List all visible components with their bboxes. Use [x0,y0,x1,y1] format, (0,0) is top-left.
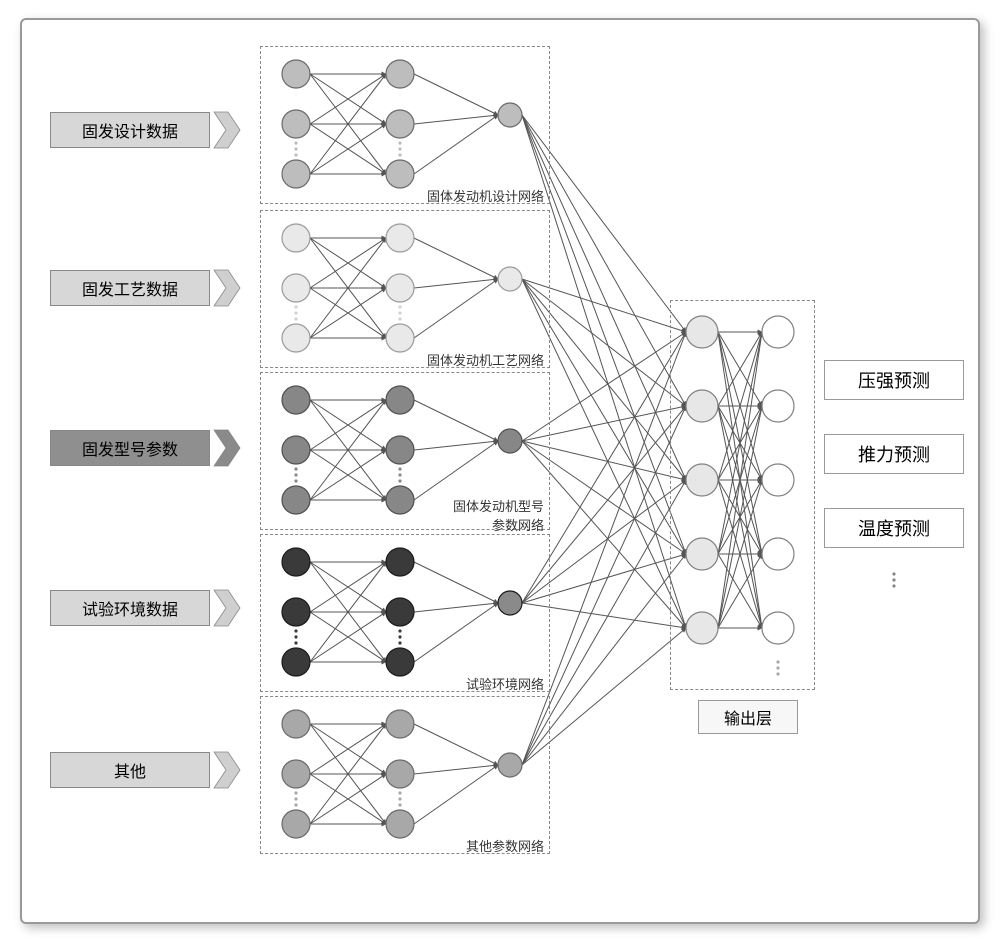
input-label-in5: 其他 [50,752,210,788]
input-label-in4: 试验环境数据 [50,590,210,626]
subnet-box-net1 [260,46,550,204]
prediction-label-2: 温度预测 [824,508,964,548]
subnet-box-net2 [260,210,550,368]
subnet-box-net4 [260,534,550,692]
prediction-label-0: 压强预测 [824,360,964,400]
output-layer-box [670,300,815,690]
subnet-label-net3: 固体发动机型号参数网络 [384,496,544,534]
subnet-label-net5: 其他参数网络 [384,836,544,855]
input-label-in2: 固发工艺数据 [50,270,210,306]
input-label-in1: 固发设计数据 [50,112,210,148]
subnet-label-net4: 试验环境网络 [384,674,544,693]
input-label-in3: 固发型号参数 [50,430,210,466]
prediction-label-1: 推力预测 [824,434,964,474]
subnet-label-net1: 固体发动机设计网络 [384,186,544,205]
subnet-label-net2: 固体发动机工艺网络 [384,350,544,369]
output-layer-label: 输出层 [698,700,798,734]
subnet-box-net5 [260,696,550,854]
